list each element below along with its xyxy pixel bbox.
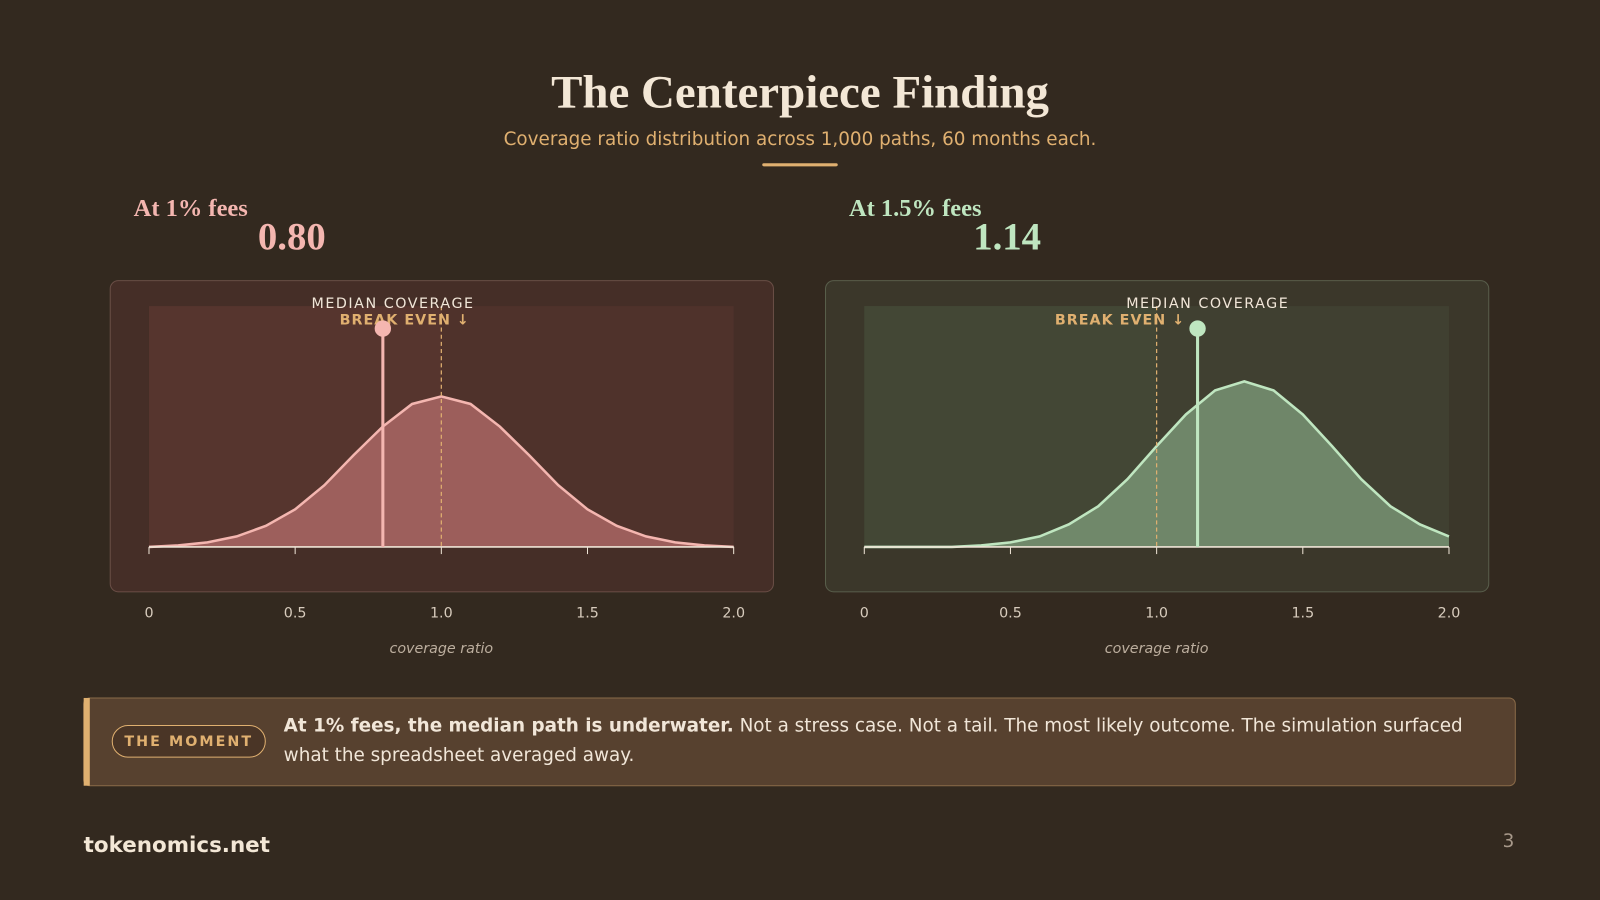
density-curve <box>148 395 734 549</box>
median-title: MEDIAN COVERAGE <box>1126 296 1289 312</box>
divider <box>762 163 838 167</box>
median-value: 1.14 <box>973 216 1041 259</box>
x-tick-label: 0.5 <box>284 605 307 621</box>
page-number: 3 <box>1503 831 1515 852</box>
callout-text-box: At 1% fees, the median path is underwate… <box>284 711 1498 770</box>
x-tick-label: 0.5 <box>999 605 1022 621</box>
median-title: MEDIAN COVERAGE <box>312 296 475 312</box>
x-tick-label: 0 <box>860 605 869 621</box>
brand: tokenomics.net <box>84 833 270 858</box>
median-dot <box>1189 320 1206 337</box>
x-tick-label: 1.0 <box>1145 605 1168 621</box>
callout-tag: THE MOMENT <box>124 734 253 750</box>
x-axis-label: coverage ratio <box>1105 641 1209 657</box>
title: The Centerpiece Finding <box>551 67 1049 119</box>
x-tick-label: 1.5 <box>1291 605 1314 621</box>
x-tick-label: 2.0 <box>722 605 745 621</box>
x-tick-label: 0 <box>144 605 153 621</box>
chart-title: At 1.5% fees <box>849 195 982 222</box>
break-even-label: BREAK EVEN ↓ <box>340 312 470 328</box>
chart-title: At 1% fees <box>134 195 248 222</box>
median-value: 0.80 <box>258 216 326 259</box>
callout-body: Not a stress case. Not a tail. The most … <box>283 715 1463 767</box>
x-tick-label: 1.0 <box>430 605 453 621</box>
median-dot <box>374 320 392 337</box>
callout-accent <box>83 697 90 786</box>
x-tick-label: 1.5 <box>576 605 599 621</box>
callout-lead: At 1% fees, the median path is underwate… <box>283 715 734 737</box>
subtitle: Coverage ratio distribution across 1,000… <box>504 129 1097 150</box>
break-even-label: BREAK EVEN ↓ <box>1055 312 1185 328</box>
callout-tag-pill <box>111 725 266 758</box>
callout-text: At 1% fees, the median path is underwate… <box>284 711 1498 770</box>
x-tick-label: 2.0 <box>1438 605 1461 621</box>
x-axis-label: coverage ratio <box>389 641 493 657</box>
